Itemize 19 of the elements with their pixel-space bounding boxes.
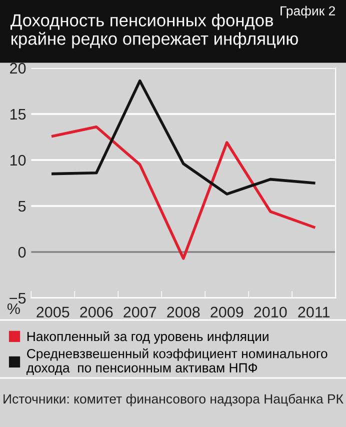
x-tick-label: 2008: [167, 306, 200, 318]
x-tick-label: 2007: [124, 306, 156, 318]
y-tick-label: −5: [10, 293, 26, 304]
y-tick-label: 20: [10, 62, 26, 74]
y-axis-title: %: [7, 303, 20, 314]
x-tick-label: 2011: [298, 306, 330, 318]
x-tick-label: 2006: [80, 306, 113, 318]
line-series: [52, 125, 316, 260]
text: Источники: комитет финансового надзора Нацбанка РК: [4, 394, 344, 406]
x-tick-label: 2009: [210, 306, 244, 318]
legend-label: Накопленный за год уровень инфляции: [27, 331, 268, 344]
x-tick-label: 2005: [36, 306, 70, 318]
y-tick-label: 10: [10, 154, 26, 166]
line-series: [52, 79, 316, 196]
y-tick-label: 0: [18, 246, 26, 258]
y-tick-label: 15: [10, 109, 26, 120]
y-tick-label: 5: [18, 201, 26, 212]
legend-label: Средневзвешенный коэффициент номинального дохода по пенсионным активам НПФ: [26, 348, 328, 376]
x-tick-label: 2010: [254, 306, 287, 318]
